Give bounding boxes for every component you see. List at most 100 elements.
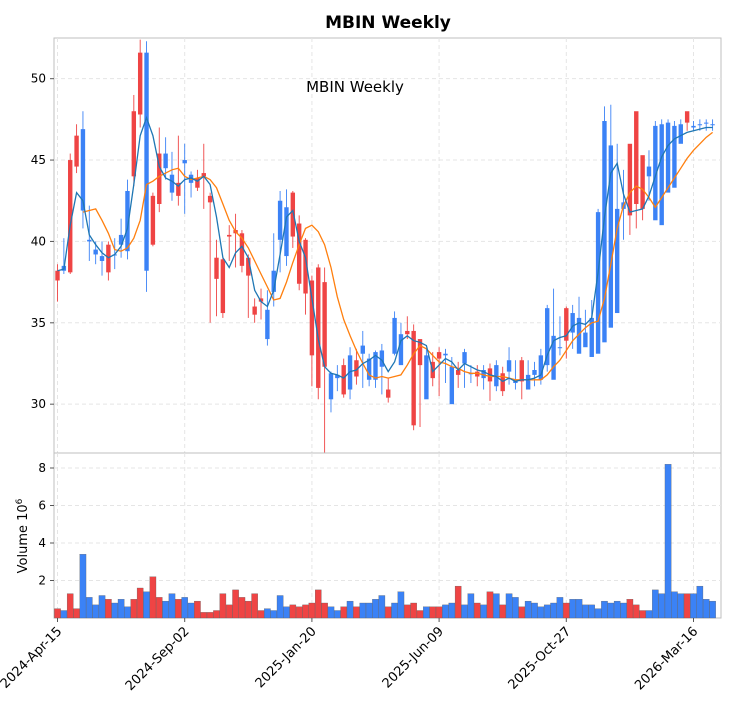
volume-bars [54, 464, 716, 619]
volume-bar [575, 599, 583, 619]
volume-bar [671, 591, 678, 619]
volume-bar [276, 595, 284, 619]
price-panel: 30 35 40 45 50 MBIN Weekly [31, 37, 722, 454]
volume-tick-label: 4 [38, 536, 46, 550]
candle-body [538, 355, 544, 380]
volume-bar [493, 593, 500, 619]
candle-body [411, 330, 416, 426]
candle-body [214, 257, 219, 279]
volume-grid [54, 453, 721, 618]
candle-body [93, 249, 98, 255]
candle-body [80, 129, 86, 211]
volume-bar [136, 587, 144, 619]
volume-bar [480, 604, 487, 619]
candle-body [614, 208, 620, 314]
candle-body [277, 200, 283, 240]
candle-body [68, 160, 73, 273]
volume-bar [524, 600, 532, 619]
volume-bar [696, 585, 704, 619]
candle-body [360, 345, 365, 354]
candle-body [99, 256, 105, 261]
volume-bar [709, 600, 716, 619]
x-tick-label: 2024-Sep-02 [123, 624, 193, 694]
candle-body [417, 339, 423, 366]
candle-body [150, 195, 156, 245]
candle-body [207, 195, 213, 203]
price-tick-label: 35 [31, 316, 46, 330]
candle-body [525, 374, 531, 390]
volume-bar [60, 610, 68, 619]
volume-bar [219, 593, 227, 619]
candle-body [532, 370, 537, 375]
candle-body [684, 111, 690, 123]
candle-body [665, 122, 671, 193]
volume-bar [340, 606, 347, 619]
candle-body [570, 313, 575, 333]
candle-body [195, 177, 200, 188]
candle-body [354, 360, 359, 377]
candle-body [583, 332, 588, 348]
candle-body [640, 155, 645, 209]
volume-bar [315, 589, 322, 619]
candle-body [589, 317, 594, 357]
volume-bar [245, 600, 252, 619]
candle-body [672, 125, 677, 188]
candle-body [564, 308, 569, 341]
volume-bar [474, 602, 481, 619]
price-tick-label: 45 [31, 153, 46, 167]
volume-bar [543, 604, 551, 619]
candle-body [252, 306, 257, 315]
volume-axis-label-text: Volume 10 [16, 504, 31, 573]
candle-body [576, 317, 582, 354]
x-tick-label: 2025-Jan-20 [253, 624, 320, 691]
volume-bar [499, 604, 506, 619]
candle-body [163, 153, 168, 169]
volume-bar [645, 610, 653, 619]
volume-bar [162, 600, 169, 619]
volume-bar [467, 593, 475, 619]
candle-body [316, 267, 321, 388]
volume-bar [79, 554, 87, 619]
candle-body [246, 257, 251, 276]
volume-bar [175, 599, 182, 619]
volume-bar [652, 589, 659, 619]
candle-body [697, 124, 703, 126]
volume-bar [232, 589, 239, 619]
volume-bar [505, 593, 513, 619]
volume-bar [690, 593, 697, 619]
candle-body [227, 234, 232, 237]
candles [55, 39, 715, 453]
volume-bar [181, 597, 188, 619]
volume-bar [194, 600, 201, 619]
volume-bar [531, 602, 538, 619]
candle-body [455, 370, 461, 375]
volume-bar [633, 604, 640, 619]
volume-bar [423, 606, 430, 619]
candle-body [176, 182, 181, 196]
volume-bar [607, 602, 615, 619]
candle-body [519, 360, 524, 382]
volume-bar [410, 602, 417, 619]
candle-body [595, 212, 601, 354]
candle-body [386, 389, 391, 398]
candle-body [545, 308, 550, 366]
inner-title: MBIN Weekly [306, 78, 404, 96]
volume-bar [264, 608, 271, 619]
volume-bar [601, 600, 608, 619]
candle-body [303, 239, 308, 294]
candle-body [443, 353, 448, 356]
volume-bar [626, 599, 634, 619]
candle-body [646, 166, 652, 177]
candle-body [137, 52, 143, 115]
volume-bar [130, 599, 138, 619]
candle-body [201, 173, 206, 177]
candle-body [557, 347, 563, 349]
candle-body [653, 125, 658, 221]
candle-body [169, 174, 175, 193]
volume-bar [537, 606, 545, 619]
candle-body [475, 371, 480, 377]
volume-bar [442, 604, 449, 619]
candle-body [500, 373, 505, 392]
x-tick-label: 2025-Jun-09 [380, 624, 447, 691]
